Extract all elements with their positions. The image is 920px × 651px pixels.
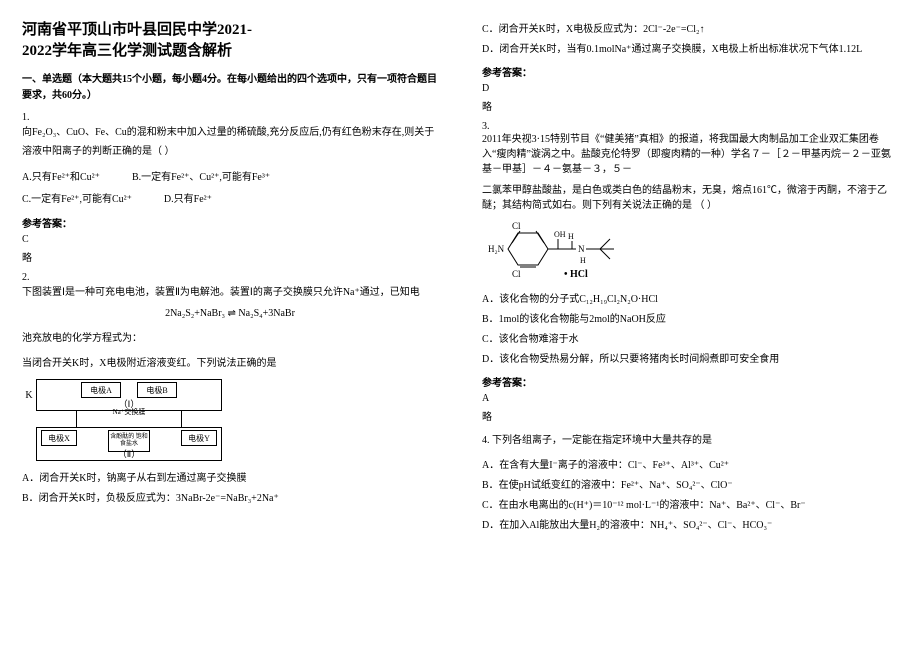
title-line1: 河南省平顶山市叶县回民中学2021-: [22, 22, 252, 38]
q4-opt-d: D．在加入Al能放出大量H₂的溶液中：NH₄⁺、SO₄²⁻、Cl⁻、HCO₃⁻: [482, 516, 898, 536]
q4-opt-c: C．在由水电离出的c(H⁺)＝10⁻¹² mol·L⁻¹的溶液中：Na⁺、Ba²…: [482, 496, 898, 516]
q1-text: 向Fe₂O₃、CuO、Fe、Cu的混和粉末中加入过量的稀硫酸,充分反应后,仍有红…: [22, 123, 438, 161]
q1-num: 1.: [22, 112, 438, 123]
device2-label: （Ⅱ）: [118, 447, 140, 460]
q3-num: 3.: [482, 121, 898, 132]
q3-opt-d: D．该化合物受热易分解，所以只要将猪肉长时间焖煮即可安全食用: [482, 350, 898, 370]
q4-opt-a: A．在含有大量I⁻离子的溶液中：Cl⁻、Fe³⁺、Al³⁺、Cu²⁺: [482, 456, 898, 476]
electrode-y: 电极Y: [181, 430, 217, 446]
electrode-a: 电极A: [81, 382, 121, 398]
q2-text3: 当闭合开关K时，X电极附近溶液变红。下列说法正确的是: [22, 354, 438, 373]
electrode-b: 电极B: [137, 382, 177, 398]
membrane-label: Na⁺交换膜: [113, 409, 146, 416]
q4-num: 4.: [482, 435, 490, 446]
q3-ans: A: [482, 393, 898, 404]
q2-skip: 略: [482, 98, 898, 113]
q2-num: 2.: [22, 272, 438, 283]
q2-opt-b: B．闭合开关K时，负极反应式为：3NaBr-2e⁻=NaBr₃+2Na⁺: [22, 489, 438, 509]
q1-opt-c: C.一定有Fe²⁺,可能有Cu²⁺: [22, 189, 132, 211]
q3-opt-b: B．1mol的该化合物能与2mol的NaOH反应: [482, 310, 898, 330]
q4-text: 下列各组离子，一定能在指定环境中大量共存的是: [492, 435, 712, 446]
svg-text:H₂N: H₂N: [488, 244, 505, 254]
q3-ans-label: 参考答案：: [482, 374, 898, 389]
svg-text:Cl: Cl: [512, 221, 521, 231]
q1-skip: 略: [22, 249, 438, 264]
svg-text:Cl: Cl: [512, 269, 521, 279]
q1-opt-a: A.只有Fe²⁺和Cu²⁺: [22, 167, 100, 189]
q2-opt-a: A．闭合开关K时，钠离子从右到左通过离子交换膜: [22, 469, 438, 489]
q2-text1: 下图装置Ⅰ是一种可充电电池，装置Ⅱ为电解池。装置Ⅰ的离子交换膜只允许Na⁺通过，…: [22, 283, 438, 302]
q2-diagram: K 电极A 电极B （Ⅰ） Na⁺交换膜 电极X 含酚酞的 饱和食盐水 电极Y: [22, 379, 222, 461]
q2-opt-c: C．闭合开关K时，X电极反应式为：2Cl⁻-2e⁻=Cl₂↑: [482, 20, 898, 40]
svg-text:H: H: [580, 256, 586, 265]
switch-k: K: [22, 379, 36, 411]
q1-ans-label: 参考答案：: [22, 215, 438, 230]
q1-opt-d: D.只有Fe²⁺: [164, 189, 212, 211]
q2-equation: 2Na₂S₂+NaBr₃ ⇌ Na₂S₄+3NaBr: [22, 308, 438, 319]
q3-skip: 略: [482, 408, 898, 423]
title-line2: 2022学年高三化学测试题含解析: [22, 43, 232, 59]
q4-opt-b: B．在使pH试纸变红的溶液中：Fe²⁺、Na⁺、SO₄²⁻、ClO⁻: [482, 476, 898, 496]
q2-ans-label: 参考答案：: [482, 64, 898, 79]
q3-text2: 二氯苯甲醇盐酸盐，是白色或类白色的结晶粉末，无臭，熔点161℃，微溶于丙酮，不溶…: [482, 183, 898, 213]
q2-opt-d: D．闭合开关K时，当有0.1molNa⁺通过离子交换膜，X电极上析出标准状况下气…: [482, 40, 898, 60]
q3-structure: H₂N Cl Cl OH H N H • HCl: [488, 219, 898, 284]
q2-ans: D: [482, 83, 898, 94]
q3-opt-a: A．该化合物的分子式C₁₂H₁₉Cl₂N₂O·HCl: [482, 290, 898, 310]
svg-text:• HCl: • HCl: [564, 269, 588, 280]
q2-text2: 池充放电的化学方程式为：: [22, 329, 438, 348]
q3-text: 2011年央视3·15特别节目《“健美猪”真相》的报道，将我国最大肉制品加工企业…: [482, 132, 898, 177]
q1-opt-b: B.一定有Fe²⁺、Cu²⁺,可能有Fe³⁺: [132, 167, 270, 189]
svg-text:H: H: [568, 232, 574, 241]
section-heading: 一、单选题（本大题共15个小题，每小题4分。在每小题给出的四个选项中，只有一项符…: [22, 72, 438, 104]
svg-text:N: N: [578, 244, 585, 254]
q1-ans: C: [22, 234, 438, 245]
svg-text:OH: OH: [554, 230, 566, 239]
q3-opt-c: C．该化合物难溶于水: [482, 330, 898, 350]
electrode-x: 电极X: [41, 430, 77, 446]
